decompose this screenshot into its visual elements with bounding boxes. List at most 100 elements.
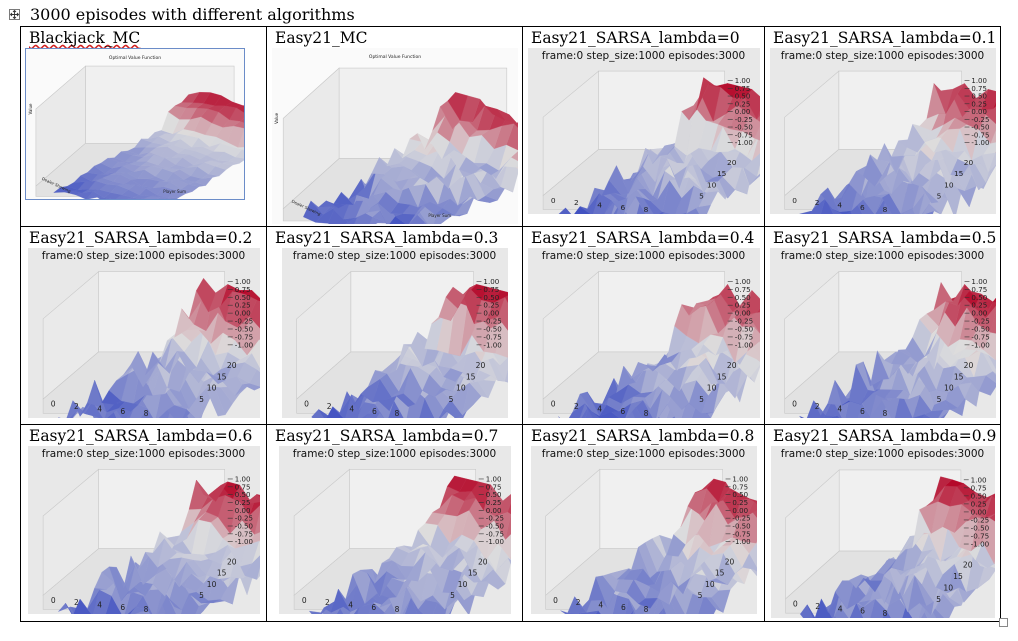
value-surface [310,284,508,418]
surface-face [240,117,244,123]
result-cell[interactable]: Easy21_SARSA_lambda=0.9 1.00 0.75 0.50 0.25 0… [764,424,1001,622]
x-tick-label: 0 [301,596,306,605]
plot-subtitle: frame:0 step_size:1000 episodes:3000 [41,448,246,460]
z-tick-label: -0.75 [483,332,501,341]
result-cell[interactable]: Easy21_SARSA_lambda=0.7 1.00 0.75 0.50 0.25 0… [266,424,523,622]
y-tick-label: 5 [448,395,453,404]
result-cell[interactable]: Easy21_SARSA_lambda=0.8 1.00 0.75 0.50 0.25 0… [522,424,765,622]
plot-subtitle: frame:0 step_size:1000 episodes:3000 [541,250,746,262]
x-tick-label: 8 [394,605,399,614]
plot-image[interactable]: 1.00 0.75 0.50 0.25 0.00 -0.25 -0.50 -0.75 -1.00… [769,248,996,418]
result-cell[interactable]: Easy21_SARSA_lambda=0.5 1.00 0.75 0.50 0.25 0… [764,226,1001,425]
plot-image[interactable]: 1.00 0.75 0.50 0.25 0.00 -0.25 -0.50 -0.75 -1.00… [527,48,760,214]
sarsa-surface-chart: 1.000.750.500.250.00-0.25-0.50-0.75-1.00… [293,468,511,614]
surface-face [446,475,467,492]
plot-image[interactable]: 1.00 0.75 0.50 0.25 0.00 -0.25 -0.50 -0.75 -1.00… [278,446,511,614]
z-tick-label: -1.00 [483,340,502,349]
plot-image[interactable]: Optimal Value Function Player Sum Dealer S… [271,48,518,224]
z-tick-label: 0.25 [483,301,499,310]
plot-image[interactable]: 1.00 0.75 0.50 0.25 0.00 -0.25 -0.50 -0.75 -1.00… [530,446,757,614]
z-tick-label: -0.50 [234,522,252,531]
surface-face [195,479,216,502]
result-cell[interactable]: Easy21_MC Optimal Value Function Player Su… [266,26,523,227]
y-tick-label: 20 [226,558,236,567]
y-tick-label: 10 [706,180,716,189]
result-cell[interactable]: Easy21_SARSA_lambda=0.6 1.00 0.75 0.50 0.25 0… [20,424,267,622]
plot-image[interactable]: 1.00 0.75 0.50 0.25 0.00 -0.25 -0.50 -0.75 -1.00… [27,446,260,614]
result-cell[interactable]: Easy21_SARSA_lambda=0.3 1.00 0.75 0.50 0.25 0… [266,226,523,425]
table-resize-handle[interactable] [999,618,1008,627]
y-tick-label: 10 [944,384,954,393]
x-tick-label: 6 [371,407,376,416]
z-tick-label: 0.00 [734,309,750,318]
x-tick-label: 6 [120,603,125,612]
x-tick-label: 8 [882,609,887,618]
z-tick-label: 0.25 [234,498,250,507]
z-tick-label: -0.25 [234,514,252,523]
y-tick-label: 5 [199,395,204,404]
surface-face [695,298,716,305]
z-tick-label: 1.00 [234,474,250,483]
x-tick-label: 4 [837,404,842,413]
x-tick-label: 4 [348,600,353,609]
plot-image[interactable]: 1.00 0.75 0.50 0.25 0.00 -0.25 -0.50 -0.75 -1.00… [769,48,996,214]
result-cell[interactable]: Easy21_SARSA_lambda=0.2 1.00 0.75 0.50 0.25 0… [20,226,267,425]
z-tick-label: 0.00 [485,506,501,515]
result-cell[interactable]: Easy21_SARSA_lambda=0 1.00 0.75 0.50 0.25 0.0… [522,26,765,227]
y-tick-label: 10 [206,384,216,393]
z-tick-label: -1.00 [971,139,989,147]
z-tick-label: 1.00 [485,474,501,483]
surface-face [932,476,952,501]
plot-image[interactable]: Optimal Value Function Player Sum Dealer S… [25,48,245,200]
plot-image[interactable]: 1.00 0.75 0.50 0.25 0.00 -0.25 -0.50 -0.75 -1.00… [27,248,260,418]
x-axis-label: Player Sum [163,189,186,194]
plot-image[interactable]: 1.00 0.75 0.50 0.25 0.00 -0.25 -0.50 -0.75 -1.00… [770,446,995,618]
x-tick-label: 6 [620,603,625,612]
z-tick-label: -0.75 [732,529,750,538]
z-tick-label: 0.00 [732,506,748,515]
result-cell[interactable]: Easy21_SARSA_lambda=0.4 1.00 0.75 0.50 0.25 0… [522,226,765,425]
z-tick-label: 1.00 [734,277,750,286]
x-tick-label: 6 [620,203,625,212]
result-cell[interactable]: Blackjack_MC Optimal Value Function Player… [20,26,267,227]
y-tick-label: 5 [697,591,702,600]
z-tick-label: 0.75 [971,285,987,294]
x-tick-label: 0 [50,400,55,409]
y-tick-label: 10 [456,384,466,393]
z-tick-label: 0.75 [234,482,250,491]
z-tick-label: -0.50 [732,522,750,531]
result-cell[interactable]: Easy21_SARSA_lambda=0.1 1.00 0.75 0.50 0.25 0… [764,26,1001,227]
y-tick-label: 15 [953,572,963,581]
surface-face [573,206,591,214]
value-surface [559,478,757,614]
x-tick-label: 8 [394,409,399,418]
x-tick-label: 4 [349,404,354,413]
y-tick-label: 15 [216,372,226,381]
x-axis-label: Player Sum [428,213,451,218]
x-tick-label: 4 [597,201,602,210]
plot-image[interactable]: 1.00 0.75 0.50 0.25 0.00 -0.25 -0.50 -0.75 -1.00… [527,248,760,418]
z-tick-label: 0.50 [234,490,250,499]
y-tick-label: 15 [716,169,726,178]
x-tick-label: 2 [815,602,820,611]
table-move-handle[interactable] [9,9,20,20]
z-tick-label: 1.00 [971,277,987,286]
y-tick-label: 5 [450,591,455,600]
z-tick-label: 0.25 [732,498,748,507]
y-tick-label: 15 [714,569,724,578]
x-tick-label: 4 [597,404,602,413]
z-tick-label: 0.25 [485,498,501,507]
sarsa-surface-chart: 1.000.750.500.250.00-0.25-0.50-0.75-1.00… [784,469,995,618]
y-tick-label: 20 [475,361,485,370]
z-tick-label: 0.50 [971,293,987,302]
x-tick-label: 8 [643,409,648,418]
y-tick-label: 20 [963,361,973,370]
z-tick-label: 0.75 [483,285,499,294]
x-tick-label: 6 [860,203,865,212]
z-tick-label: 0.00 [234,309,250,318]
plot-image[interactable]: 1.00 0.75 0.50 0.25 0.00 -0.25 -0.50 -0.75 -1.00… [281,248,508,418]
x-tick-label: 6 [620,407,625,416]
plot-subtitle: frame:0 step_size:1000 episodes:3000 [780,250,985,262]
